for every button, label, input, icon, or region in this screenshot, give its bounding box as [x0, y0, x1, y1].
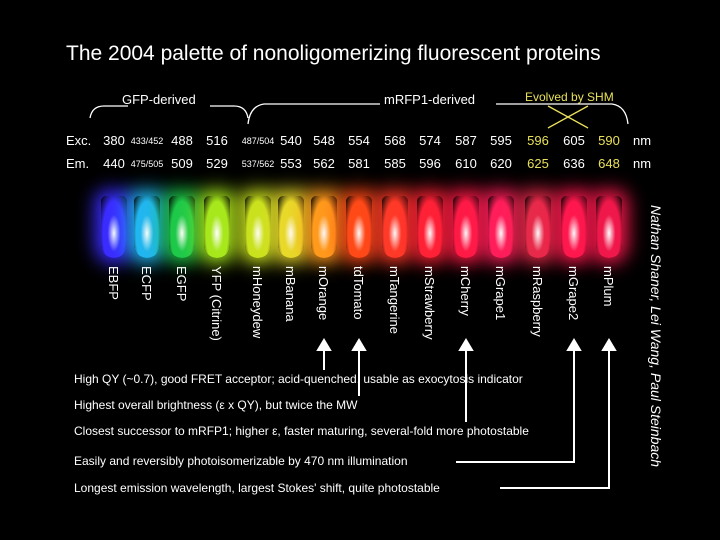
protein-label: mTangerine	[387, 266, 402, 334]
arrow-mcherry-head	[458, 338, 474, 351]
arrow-mplum	[500, 348, 610, 489]
tube-mstrawberry	[417, 196, 443, 258]
tube-mhoneydew	[245, 196, 271, 258]
tube-tdtomato	[346, 196, 372, 258]
emission-value: 562	[313, 156, 335, 171]
emission-value: 440	[103, 156, 125, 171]
excitation-value: 380	[103, 133, 125, 148]
protein-label: mCherry	[458, 266, 473, 316]
emission-value: 596	[419, 156, 441, 171]
gfp-derived-label: GFP-derived	[122, 92, 196, 107]
protein-label: EBFP	[106, 266, 121, 300]
excitation-value: 587	[455, 133, 477, 148]
emission-value: 553	[280, 156, 302, 171]
emission-value: 585	[384, 156, 406, 171]
tube-morange	[311, 196, 337, 258]
arrow-mgrape2-head	[566, 338, 582, 351]
tube-mgrape1	[488, 196, 514, 258]
excitation-value: 540	[280, 133, 302, 148]
slide-title: The 2004 palette of nonoligomerizing flu…	[66, 42, 601, 65]
protein-label: mRaspberry	[530, 266, 545, 337]
mrfp-derived-label: mRFP1-derived	[384, 92, 476, 107]
protein-label: mOrange	[316, 266, 331, 321]
protein-label: EGFP	[174, 266, 189, 302]
tube-egfp	[169, 196, 195, 258]
exc-unit: nm	[633, 133, 652, 148]
excitation-value: 554	[348, 133, 370, 148]
protein-label: mStrawberry	[422, 266, 437, 340]
tube-mcherry	[453, 196, 479, 258]
protein-label: mPlum	[601, 266, 616, 307]
note-mgrape2: Easily and reversibly photoisomerizable …	[74, 454, 408, 468]
protein-label: ECFP	[139, 266, 154, 301]
excitation-value: 433/452	[130, 136, 164, 146]
emission-value: 509	[171, 156, 193, 171]
arrow-mplum-head	[601, 338, 617, 351]
tube-mtangerine	[382, 196, 408, 258]
mrfp-bracket	[247, 103, 629, 125]
tube-mplum	[596, 196, 622, 258]
tube-mgrape2	[561, 196, 587, 258]
tube-ebfp	[101, 196, 127, 258]
emission-value: 529	[206, 156, 228, 171]
emission-value: 610	[455, 156, 477, 171]
exc-row-label: Exc.	[66, 133, 92, 148]
emission-value: 625	[527, 156, 549, 171]
excitation-value: 488	[171, 133, 193, 148]
tube-mraspberry	[525, 196, 551, 258]
protein-label: mGrape1	[493, 266, 508, 321]
shm-bracket-right	[547, 105, 589, 129]
em-unit: nm	[633, 156, 652, 171]
note-mplum: Longest emission wavelength, largest Sto…	[74, 481, 440, 495]
excitation-value: 595	[490, 133, 512, 148]
protein-label: mGrape2	[566, 266, 581, 321]
excitation-value: 548	[313, 133, 335, 148]
tube-yfp-citrine-	[204, 196, 230, 258]
slide-panel	[52, 34, 667, 504]
emission-value: 648	[598, 156, 620, 171]
tube-mbanana	[278, 196, 304, 258]
note-morange: High QY (~0.7), good FRET acceptor; acid…	[74, 372, 523, 386]
arrow-tdtomato-head	[351, 338, 367, 351]
protein-label: tdTomato	[351, 266, 366, 320]
tube-ecfp	[134, 196, 160, 258]
emission-value: 636	[563, 156, 585, 171]
excitation-value: 568	[384, 133, 406, 148]
excitation-value: 487/504	[241, 136, 275, 146]
excitation-value: 605	[563, 133, 585, 148]
note-arrows	[316, 338, 617, 489]
note-mcherry: Closest successor to mRFP1; higher ε, fa…	[74, 424, 529, 438]
protein-label: mBanana	[283, 266, 298, 322]
excitation-value: 574	[419, 133, 441, 148]
shm-label: Evolved by SHM	[525, 90, 614, 104]
note-tdtomato: Highest overall brightness (ε x QY), but…	[74, 398, 358, 412]
excitation-value: 596	[527, 133, 549, 148]
arrow-morange-head	[316, 338, 332, 351]
em-row-label: Em.	[66, 156, 90, 171]
gfp-bracket	[89, 105, 249, 119]
excitation-value: 516	[206, 133, 228, 148]
emission-value: 581	[348, 156, 370, 171]
excitation-value: 590	[598, 133, 620, 148]
protein-label: mHoneydew	[250, 266, 265, 339]
emission-value: 475/505	[130, 159, 164, 169]
protein-label: YFP (Citrine)	[209, 266, 224, 341]
emission-value: 537/562	[241, 159, 275, 169]
arrow-mgrape2	[456, 348, 575, 463]
emission-value: 620	[490, 156, 512, 171]
authors-credit: Nathan Shaner, Lei Wang, Paul Steinbach	[648, 205, 664, 468]
